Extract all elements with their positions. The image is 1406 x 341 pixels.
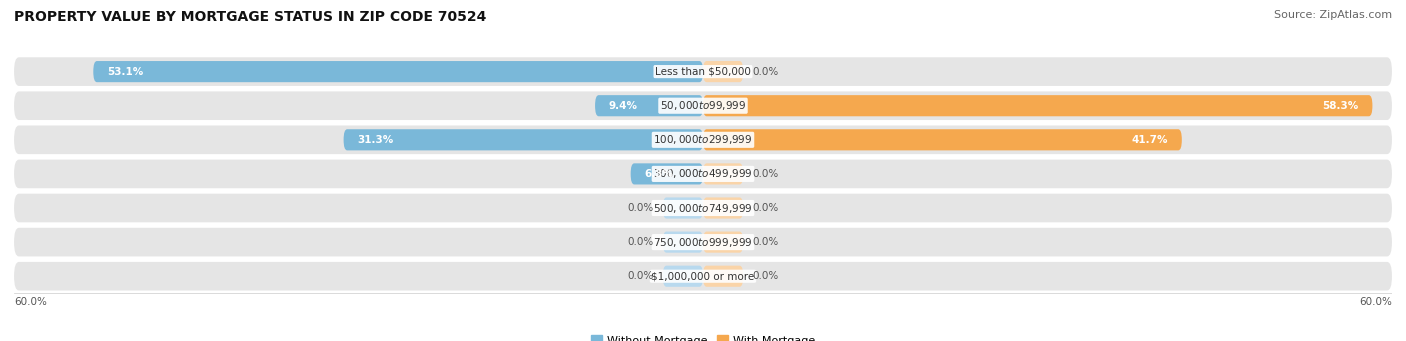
- FancyBboxPatch shape: [343, 129, 703, 150]
- FancyBboxPatch shape: [631, 163, 703, 184]
- FancyBboxPatch shape: [703, 129, 1182, 150]
- FancyBboxPatch shape: [703, 61, 744, 82]
- FancyBboxPatch shape: [14, 57, 1392, 86]
- Text: 60.0%: 60.0%: [1360, 297, 1392, 307]
- FancyBboxPatch shape: [14, 125, 1392, 154]
- Text: 0.0%: 0.0%: [627, 203, 654, 213]
- Text: 58.3%: 58.3%: [1323, 101, 1358, 111]
- Text: 31.3%: 31.3%: [357, 135, 394, 145]
- FancyBboxPatch shape: [595, 95, 703, 116]
- Text: $300,000 to $499,999: $300,000 to $499,999: [654, 167, 752, 180]
- Text: 0.0%: 0.0%: [627, 237, 654, 247]
- Text: $1,000,000 or more: $1,000,000 or more: [651, 271, 755, 281]
- Text: 0.0%: 0.0%: [752, 66, 779, 77]
- Text: 0.0%: 0.0%: [752, 237, 779, 247]
- FancyBboxPatch shape: [703, 163, 744, 184]
- Text: 41.7%: 41.7%: [1132, 135, 1168, 145]
- Text: PROPERTY VALUE BY MORTGAGE STATUS IN ZIP CODE 70524: PROPERTY VALUE BY MORTGAGE STATUS IN ZIP…: [14, 10, 486, 24]
- Text: $750,000 to $999,999: $750,000 to $999,999: [654, 236, 752, 249]
- FancyBboxPatch shape: [14, 228, 1392, 256]
- FancyBboxPatch shape: [662, 197, 703, 219]
- FancyBboxPatch shape: [703, 232, 744, 253]
- FancyBboxPatch shape: [662, 266, 703, 287]
- Text: $100,000 to $299,999: $100,000 to $299,999: [654, 133, 752, 146]
- Text: 9.4%: 9.4%: [609, 101, 638, 111]
- Text: $50,000 to $99,999: $50,000 to $99,999: [659, 99, 747, 112]
- FancyBboxPatch shape: [703, 95, 1372, 116]
- Text: 53.1%: 53.1%: [107, 66, 143, 77]
- Text: $500,000 to $749,999: $500,000 to $749,999: [654, 202, 752, 214]
- Text: Less than $50,000: Less than $50,000: [655, 66, 751, 77]
- Text: 0.0%: 0.0%: [752, 203, 779, 213]
- Text: 0.0%: 0.0%: [627, 271, 654, 281]
- FancyBboxPatch shape: [14, 91, 1392, 120]
- Legend: Without Mortgage, With Mortgage: Without Mortgage, With Mortgage: [586, 331, 820, 341]
- FancyBboxPatch shape: [93, 61, 703, 82]
- Text: 60.0%: 60.0%: [14, 297, 46, 307]
- Text: Source: ZipAtlas.com: Source: ZipAtlas.com: [1274, 10, 1392, 20]
- FancyBboxPatch shape: [14, 160, 1392, 188]
- Text: 0.0%: 0.0%: [752, 169, 779, 179]
- Text: 6.3%: 6.3%: [644, 169, 673, 179]
- FancyBboxPatch shape: [662, 232, 703, 253]
- FancyBboxPatch shape: [14, 262, 1392, 291]
- FancyBboxPatch shape: [14, 194, 1392, 222]
- Text: 0.0%: 0.0%: [752, 271, 779, 281]
- FancyBboxPatch shape: [703, 266, 744, 287]
- FancyBboxPatch shape: [703, 197, 744, 219]
